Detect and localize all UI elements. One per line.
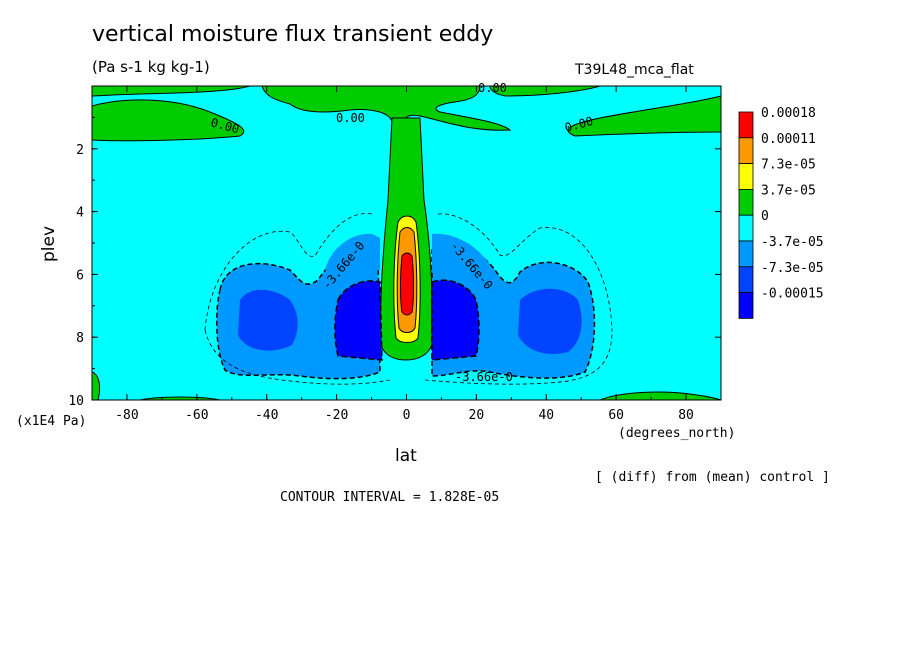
legend-swatch — [738, 163, 754, 190]
contour-label-top-center-right: 0.00 — [478, 81, 507, 95]
y-tick-label: 4 — [76, 206, 84, 221]
x-tick-label: 0 — [403, 408, 411, 423]
legend-label: 3.7e-05 — [761, 183, 816, 198]
legend-label: 0.00011 — [761, 132, 816, 147]
x-tick-label: -20 — [325, 408, 348, 423]
legend-swatch — [738, 240, 754, 268]
x-tick-label: -80 — [115, 408, 138, 423]
contour-dashed-right-outer — [437, 213, 613, 331]
x-tick-label: -60 — [185, 408, 208, 423]
legend-swatch — [738, 188, 754, 216]
x-tick-label: 60 — [608, 408, 624, 423]
region-midblue-right — [518, 288, 582, 355]
region-darkblue-left — [334, 280, 383, 361]
region-green-top-right — [567, 95, 721, 137]
legend-label: 0 — [761, 209, 769, 224]
x-tick-label: -40 — [255, 408, 278, 423]
x-tick-label: 80 — [678, 408, 694, 423]
region-green-top-left — [92, 99, 245, 142]
contour-interval-label: CONTOUR INTERVAL = 1.828E-05 — [280, 490, 500, 505]
region-lightblue-right-upper — [432, 233, 490, 270]
legend-label: 0.00018 — [761, 106, 816, 121]
x-tick-label: 40 — [538, 408, 554, 423]
y-tick-label: 2 — [76, 143, 84, 158]
region-green-bottom-left — [92, 371, 101, 400]
contour-label-neg-bottom: -3.66e-0 — [455, 370, 513, 384]
y-tick-label: 6 — [76, 268, 84, 283]
region-green-bottom-right — [599, 391, 721, 400]
x-axis: -80 -60 -40 -20 0 20 40 60 80 — [91, 86, 722, 423]
region-green-top-strip-left — [92, 86, 251, 97]
plot-area — [92, 86, 721, 400]
legend-swatch — [738, 111, 754, 139]
contour-label-top-center: 0.00 — [336, 111, 365, 125]
region-darkblue-right — [431, 279, 480, 361]
x-axis-label: lat — [395, 446, 417, 466]
chart-title: vertical moisture flux transient eddy — [92, 22, 494, 47]
legend-label: -0.00015 — [761, 287, 824, 302]
y-tick-label: 8 — [76, 331, 84, 346]
experiment-label: T39L48_mca_flat — [575, 62, 694, 78]
legend-swatch — [738, 292, 754, 319]
contour-dashed-left-outer — [204, 213, 373, 331]
y-axis-label: plev — [39, 226, 59, 262]
legend-label: -3.7e-05 — [761, 235, 824, 250]
region-midblue-left — [238, 289, 298, 351]
x-units-label: (degrees_north) — [618, 426, 736, 441]
legend-label: -7.3e-05 — [761, 261, 824, 276]
legend: 0.00018 0.00011 7.3e-05 3.7e-05 0 -3.7e-05 -7.… — [738, 106, 824, 319]
contour-dashed-bottom-left — [204, 329, 391, 385]
difference-note: [ (diff) from (mean) control ] — [595, 470, 830, 485]
legend-swatch — [738, 266, 754, 293]
region-lightblue-left-upper — [325, 233, 380, 271]
legend-label: 7.3e-05 — [761, 158, 816, 173]
region-green-top-center-right — [489, 86, 601, 97]
contour-dashed-bottom-right — [424, 329, 613, 385]
y-tick-label: 10 — [68, 394, 84, 409]
x-tick-label: 20 — [469, 408, 485, 423]
region-red-core — [400, 252, 414, 316]
legend-swatch — [738, 214, 754, 242]
y-axis: 2 4 6 8 10 — [68, 85, 721, 409]
chart-units: (Pa s-1 kg kg-1) — [92, 58, 210, 76]
y-scale-label: (x1E4 Pa) — [16, 414, 87, 429]
legend-swatch — [738, 137, 754, 165]
region-green-top-center — [261, 86, 512, 131]
